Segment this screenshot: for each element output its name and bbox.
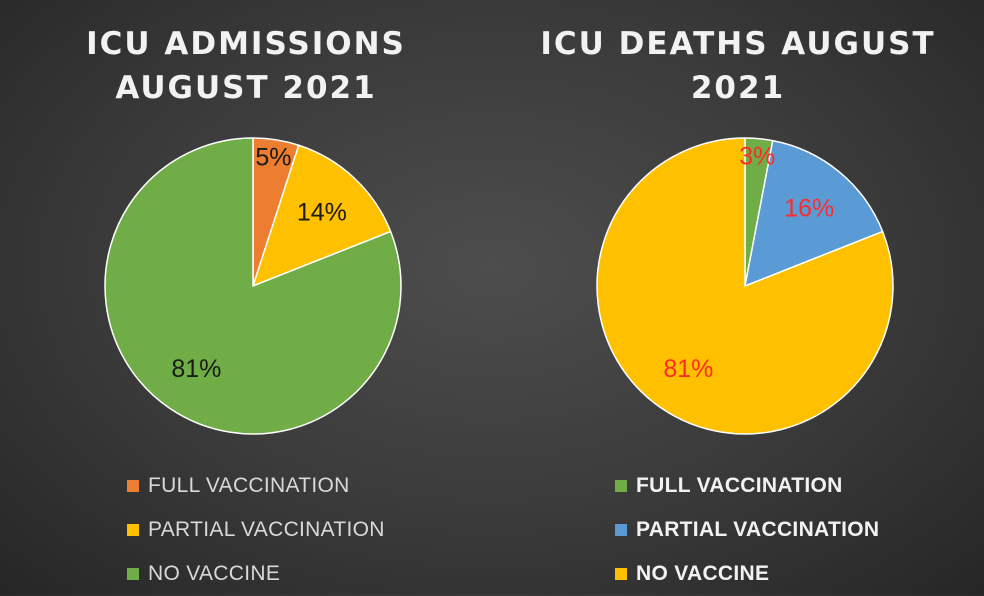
chart-title-line-2: 2021: [690, 70, 786, 106]
pie-slice-no-vaccine: [104, 137, 402, 435]
legend-label: FULL VACCINATION: [148, 474, 350, 497]
legend-swatch: [127, 480, 139, 492]
data-label-full-vaccination: 5%: [255, 143, 291, 171]
legend-item-no-vaccine: NO VACCINE: [615, 552, 879, 596]
data-label-no-vaccine: 81%: [171, 355, 221, 383]
legend-item-partial-vaccination: PARTIAL VACCINATION: [127, 508, 385, 552]
chart-title-line-2: AUGUST 2021: [115, 70, 377, 106]
deaths-pie-chart: 3% 16% 81%: [596, 137, 894, 435]
chart-title: ICU DEATHS AUGUST 2021: [492, 22, 984, 110]
icu-admissions-panel: ICU ADMISSIONS AUGUST 2021 5% 14% 81% FULL…: [0, 0, 492, 594]
legend-label: NO VACCINE: [148, 562, 281, 585]
chart-title-line-1: ICU ADMISSIONS: [86, 26, 406, 62]
chart-legend: FULL VACCINATION PARTIAL VACCINATION NO …: [615, 464, 879, 596]
legend-swatch: [615, 524, 627, 536]
data-label-partial-vaccination: 16%: [784, 195, 834, 223]
legend-item-partial-vaccination: PARTIAL VACCINATION: [615, 508, 879, 552]
data-label-partial-vaccination: 14%: [297, 199, 347, 227]
legend-item-full-vaccination: FULL VACCINATION: [615, 464, 879, 508]
legend-label: PARTIAL VACCINATION: [636, 518, 880, 541]
data-label-no-vaccine: 81%: [663, 355, 713, 383]
pie-slice-no-vaccine: [596, 137, 894, 435]
data-label-full-vaccination: 3%: [739, 142, 775, 170]
icu-deaths-panel: ICU DEATHS AUGUST 2021 3% 16% 81% FULL VAC…: [492, 0, 984, 594]
legend-item-no-vaccine: NO VACCINE: [127, 552, 385, 596]
legend-swatch: [127, 568, 139, 580]
chart-title-line-1: ICU DEATHS AUGUST: [540, 26, 936, 62]
legend-label: PARTIAL VACCINATION: [148, 518, 385, 541]
chart-title: ICU ADMISSIONS AUGUST 2021: [0, 22, 492, 110]
legend-swatch: [127, 524, 139, 536]
admissions-pie-chart: 5%14% 81%: [104, 137, 402, 435]
pie-slice-partial-vaccination: [252, 144, 392, 287]
chart-legend: FULL VACCINATION PARTIAL VACCINATION NO …: [127, 464, 385, 596]
legend-label: FULL VACCINATION: [636, 474, 843, 497]
legend-label: NO VACCINE: [636, 562, 770, 585]
legend-swatch: [615, 480, 627, 492]
legend-swatch: [615, 568, 627, 580]
legend-item-full-vaccination: FULL VACCINATION: [127, 464, 385, 508]
pie-slice-partial-vaccination: [744, 139, 884, 287]
